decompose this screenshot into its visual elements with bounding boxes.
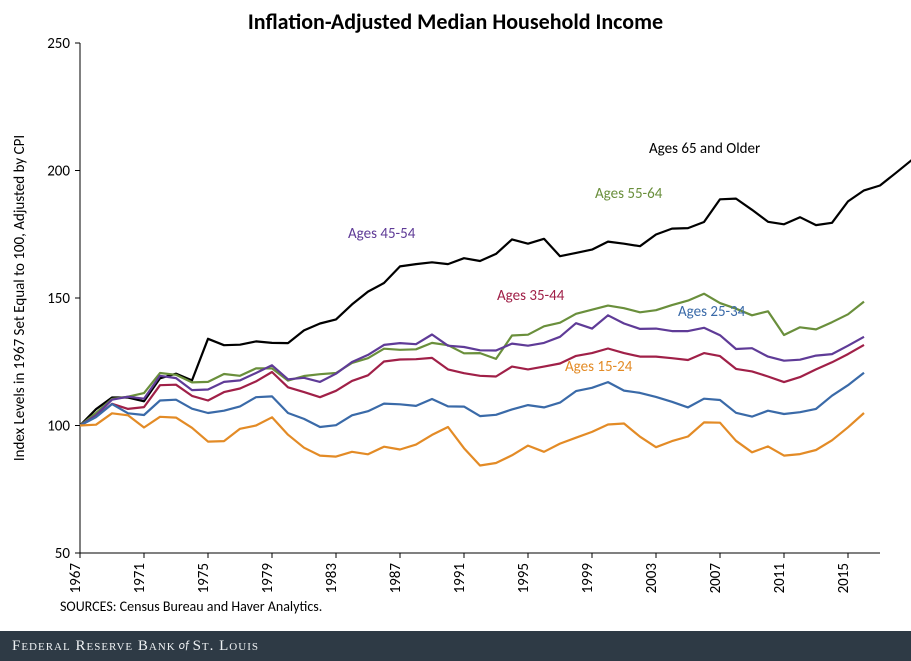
svg-text:Index Levels in 1967 Set Equal: Index Levels in 1967 Set Equal to 100, A… bbox=[11, 135, 29, 461]
footer-bank-1: Federal Reserve Bank bbox=[12, 638, 176, 655]
series-label: Ages 35-44 bbox=[497, 287, 564, 305]
svg-text:1975: 1975 bbox=[195, 563, 213, 593]
svg-text:200: 200 bbox=[47, 163, 70, 181]
chart-container: Inflation-Adjusted Median Household Inco… bbox=[0, 0, 911, 622]
svg-text:1987: 1987 bbox=[387, 563, 405, 594]
series-label: Ages 25-34 bbox=[678, 303, 745, 321]
svg-text:100: 100 bbox=[47, 418, 70, 436]
svg-text:250: 250 bbox=[47, 35, 70, 53]
footer-bar: Federal Reserve Bank of St. Louis bbox=[0, 631, 911, 661]
svg-text:2011: 2011 bbox=[771, 563, 789, 593]
series-label: Ages 55-64 bbox=[595, 185, 662, 203]
footer-of: of bbox=[179, 639, 190, 653]
svg-text:2003: 2003 bbox=[643, 563, 661, 594]
series-label: Ages 65 and Older bbox=[649, 140, 760, 158]
svg-text:1979: 1979 bbox=[259, 563, 277, 594]
sources-text: SOURCES: Census Bureau and Haver Analyti… bbox=[60, 598, 322, 615]
svg-text:1999: 1999 bbox=[579, 563, 597, 594]
svg-text:1991: 1991 bbox=[451, 563, 469, 593]
footer-bank-2: St. Louis bbox=[193, 638, 259, 655]
svg-text:1995: 1995 bbox=[515, 563, 533, 593]
svg-text:150: 150 bbox=[47, 290, 70, 308]
chart-svg: 50 100 150 200 250 1967 1971 1975 1979 1983 1987 19… bbox=[0, 0, 911, 622]
series-label: Ages 45-54 bbox=[348, 225, 415, 243]
svg-text:1971: 1971 bbox=[131, 563, 149, 593]
svg-text:2007: 2007 bbox=[707, 563, 725, 594]
svg-text:1983: 1983 bbox=[323, 563, 341, 594]
svg-text:1967: 1967 bbox=[67, 563, 85, 594]
series-label: Ages 15-24 bbox=[565, 358, 632, 376]
svg-text:2015: 2015 bbox=[835, 563, 853, 593]
svg-text:50: 50 bbox=[55, 545, 71, 563]
